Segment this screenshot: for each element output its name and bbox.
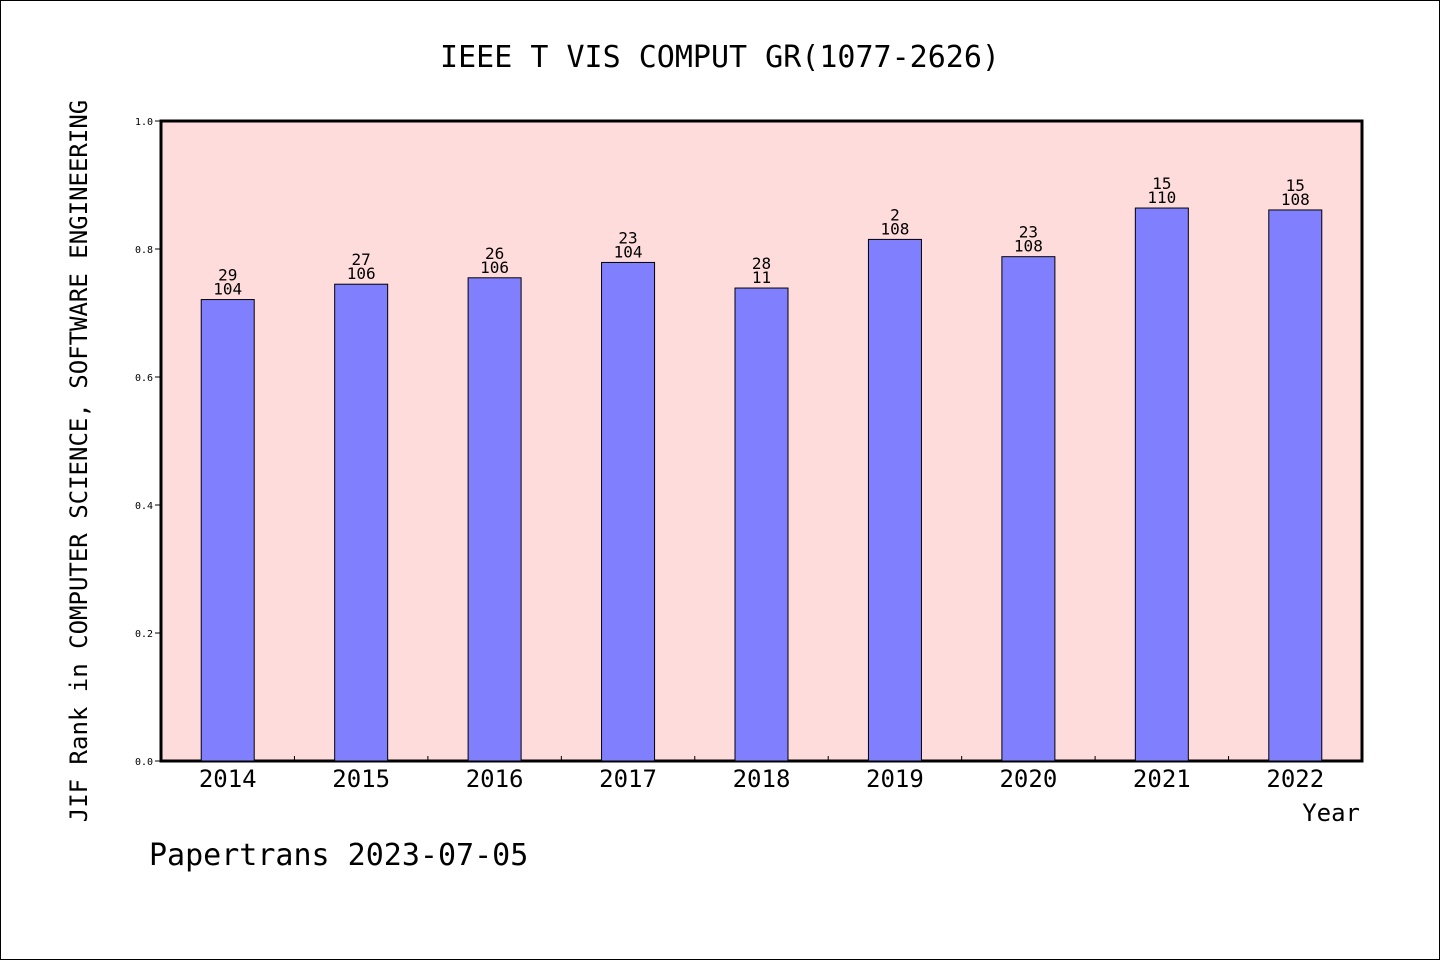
x-tick-label: 2022 [1266,765,1324,793]
y-tick-label: 0.2 [135,629,153,640]
bar-label-total: 108 [1014,237,1043,256]
bar [734,287,789,762]
y-tick-label: 0.4 [135,501,153,512]
y-tick-label: 0.0 [135,757,153,768]
bar [601,261,656,762]
x-tick-label: 2014 [199,765,257,793]
bar [1134,207,1189,762]
x-tick-label: 2019 [866,765,924,793]
x-tick-label: 2016 [466,765,524,793]
footer-credit: Papertrans 2023-07-05 [149,838,528,873]
bar-label-total: 108 [1281,190,1310,209]
bar [334,283,389,762]
y-axis: 0.0 0.2 0.4 0.6 0.8 1.0 [135,117,161,768]
y-tick-label: 1.0 [135,117,153,128]
bar-label-total: 110 [1147,188,1176,207]
bars [200,207,1323,762]
bar-label-rank: 28 [752,254,771,273]
bar-label-total: 104 [614,242,643,261]
bar-label-rank: 29 [218,266,237,285]
bar [467,277,522,762]
bar [1268,209,1323,762]
x-tick-label: 2017 [599,765,657,793]
x-tick-label: 2015 [332,765,390,793]
x-tick-label: 2020 [999,765,1057,793]
bar-label-total: 104 [213,280,242,299]
bar-label-total: 106 [480,258,509,277]
bar-label-rank: 23 [618,228,637,247]
bar-label-rank: 26 [485,244,504,263]
bar-label-rank: 15 [1152,174,1171,193]
y-tick-label: 0.8 [135,245,153,256]
bar-label-total: 11 [752,268,771,287]
y-tick-label: 0.6 [135,373,153,384]
bar-label-rank: 23 [1019,223,1038,242]
x-axis: 2014 2015 2016 2017 2018 2019 2020 2021 2022 [199,756,1324,793]
bar [867,238,922,762]
bar-label-rank: 27 [352,250,371,269]
bar-label-rank: 15 [1286,176,1305,195]
chart-title: IEEE T VIS COMPUT GR(1077-2626) [440,40,1000,75]
bar [1001,256,1056,762]
x-axis-label: Year [1302,799,1360,827]
bar [200,299,255,762]
x-tick-label: 2018 [733,765,791,793]
bar-label-rank: 2 [890,205,900,224]
x-tick-label: 2021 [1133,765,1191,793]
y-axis-label: JIF Rank in COMPUTER SCIENCE, SOFTWARE E… [65,100,93,822]
bar-label-total: 108 [880,219,909,238]
bar-label-total: 106 [347,264,376,283]
